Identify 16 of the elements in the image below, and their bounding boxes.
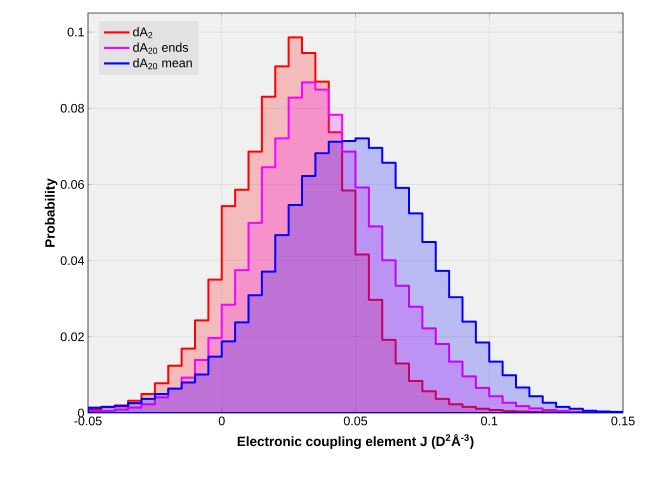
legend-label: dA$_{2}$ bbox=[133, 27, 152, 38]
y-tick-label: 0.02 bbox=[60, 332, 84, 342]
y-tick-label: 0.04 bbox=[60, 256, 84, 266]
y-axis-title: Probability bbox=[44, 178, 58, 247]
y-tick-label: 0 bbox=[78, 408, 84, 418]
legend-label: dA$_{20}$ ends bbox=[133, 42, 188, 54]
legend-label: dA$_{20}$ mean bbox=[133, 58, 192, 70]
x-tick-label: 0 bbox=[218, 416, 225, 426]
x-tick-label: 0.1 bbox=[481, 416, 498, 426]
x-tick-label: 0.05 bbox=[344, 416, 368, 426]
x-tick-label: -0.05 bbox=[74, 416, 102, 426]
x-tick-label: 0.15 bbox=[611, 416, 635, 426]
x-axis-title: Electronic coupling element J (D$^{2}$Å$^{-3}$) bbox=[238, 434, 474, 449]
y-tick-label: 0.08 bbox=[60, 104, 84, 113]
y-tick-label: 0.06 bbox=[60, 180, 84, 189]
y-tick-label: 0.1 bbox=[68, 28, 84, 36]
